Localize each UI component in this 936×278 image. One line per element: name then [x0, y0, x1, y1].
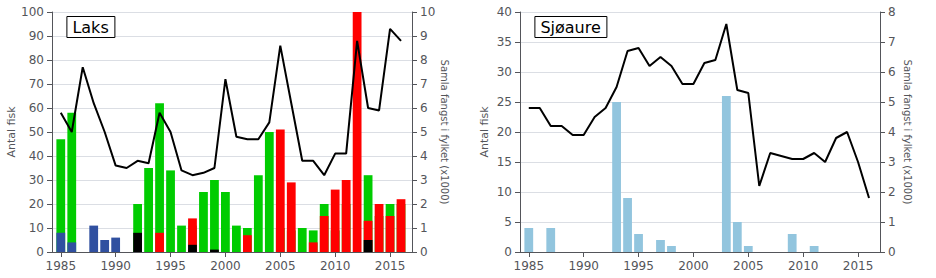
svg-text:40: 40 — [29, 149, 44, 163]
svg-text:2005: 2005 — [733, 259, 764, 273]
svg-text:1990: 1990 — [100, 259, 131, 273]
svg-text:1990: 1990 — [568, 259, 599, 273]
svg-text:2005: 2005 — [265, 259, 296, 273]
svg-text:25: 25 — [497, 95, 512, 109]
svg-text:5: 5 — [888, 95, 896, 109]
svg-text:Samla fangst i fylket (x1000): Samla fangst i fylket (x1000) — [439, 60, 450, 205]
svg-text:7: 7 — [420, 77, 428, 91]
svg-text:10: 10 — [29, 221, 44, 235]
svg-text:1: 1 — [888, 215, 896, 229]
svg-text:10: 10 — [497, 185, 512, 199]
svg-text:60: 60 — [29, 101, 44, 115]
svg-text:6: 6 — [420, 101, 428, 115]
svg-text:15: 15 — [497, 155, 512, 169]
svg-text:2015: 2015 — [375, 259, 406, 273]
svg-text:0: 0 — [504, 245, 512, 259]
svg-text:1: 1 — [420, 221, 428, 235]
svg-text:35: 35 — [497, 35, 512, 49]
svg-text:8: 8 — [420, 53, 428, 67]
svg-text:2010: 2010 — [788, 259, 819, 273]
svg-text:Sjøaure: Sjøaure — [540, 18, 600, 37]
svg-text:4: 4 — [420, 149, 428, 163]
svg-text:Samla fangst i fylket (x1000): Samla fangst i fylket (x1000) — [902, 60, 913, 205]
svg-text:1995: 1995 — [623, 259, 654, 273]
svg-text:30: 30 — [497, 65, 512, 79]
svg-text:8: 8 — [888, 5, 896, 19]
svg-text:0: 0 — [888, 245, 896, 259]
svg-text:7: 7 — [888, 35, 896, 49]
svg-text:0: 0 — [36, 245, 44, 259]
svg-text:50: 50 — [29, 125, 44, 139]
svg-text:3: 3 — [888, 155, 896, 169]
svg-text:20: 20 — [497, 125, 512, 139]
svg-text:2015: 2015 — [843, 259, 874, 273]
svg-text:5: 5 — [420, 125, 428, 139]
svg-text:2: 2 — [888, 185, 896, 199]
svg-text:2: 2 — [420, 197, 428, 211]
svg-text:Antal fisk: Antal fisk — [5, 106, 18, 158]
svg-text:4: 4 — [888, 125, 896, 139]
svg-text:70: 70 — [29, 77, 44, 91]
svg-text:6: 6 — [888, 65, 896, 79]
svg-text:1985: 1985 — [514, 259, 545, 273]
svg-text:20: 20 — [29, 197, 44, 211]
svg-text:30: 30 — [29, 173, 44, 187]
svg-text:2000: 2000 — [210, 259, 241, 273]
svg-text:5: 5 — [504, 215, 512, 229]
svg-text:Antal fisk: Antal fisk — [478, 106, 491, 158]
svg-text:40: 40 — [497, 5, 512, 19]
svg-text:10: 10 — [420, 5, 435, 19]
svg-text:1995: 1995 — [155, 259, 186, 273]
svg-text:1985: 1985 — [46, 259, 77, 273]
svg-text:Laks: Laks — [72, 18, 108, 37]
svg-text:80: 80 — [29, 53, 44, 67]
svg-text:0: 0 — [420, 245, 428, 259]
svg-text:3: 3 — [420, 173, 428, 187]
svg-text:9: 9 — [420, 29, 428, 43]
svg-text:2010: 2010 — [320, 259, 351, 273]
svg-text:90: 90 — [29, 29, 44, 43]
svg-text:2000: 2000 — [678, 259, 709, 273]
svg-text:100: 100 — [21, 5, 44, 19]
